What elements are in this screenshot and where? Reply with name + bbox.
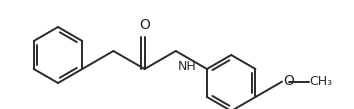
- Text: NH: NH: [178, 60, 196, 73]
- Text: O: O: [139, 18, 150, 32]
- Text: CH₃: CH₃: [309, 75, 332, 88]
- Text: O: O: [283, 74, 294, 88]
